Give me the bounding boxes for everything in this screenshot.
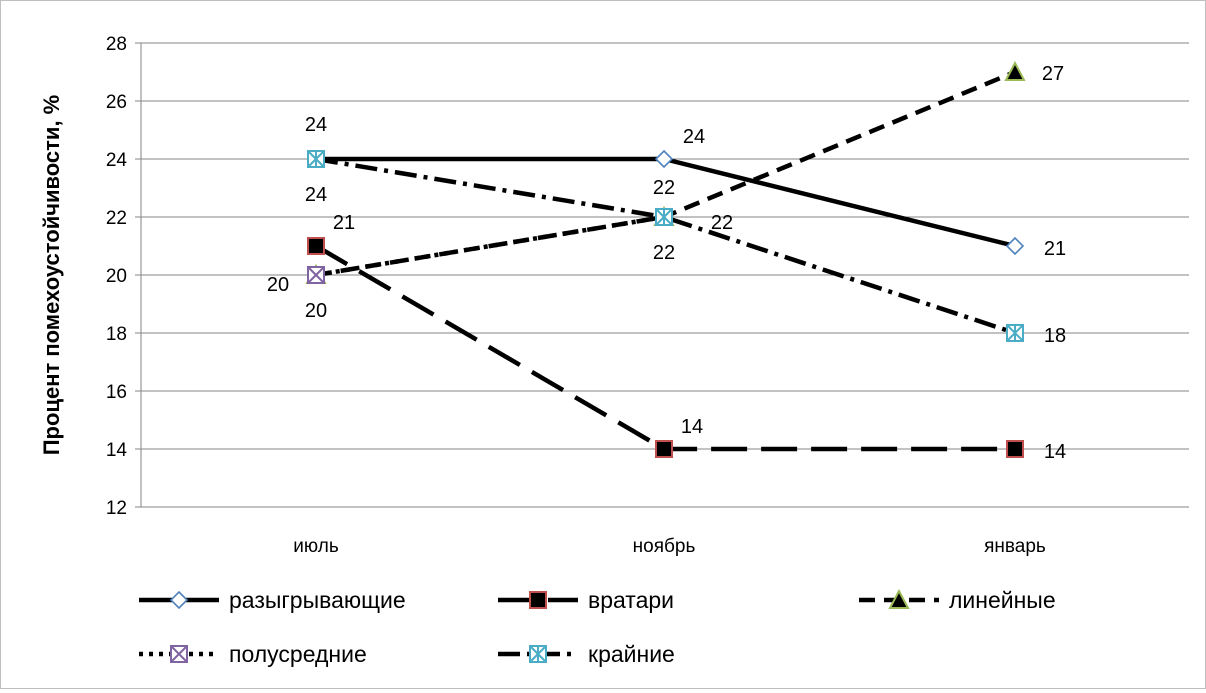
axes: 12 14 16 18 20 22 24 26 28 июль ноябрь январь <box>106 34 1046 557</box>
y-tick-label: 12 <box>106 498 127 519</box>
legend-label: полусредние <box>229 641 367 667</box>
series-markers <box>305 60 1026 458</box>
legend-item-линейные: линейные <box>859 587 1056 613</box>
data-label: 24 <box>305 184 327 206</box>
data-label: 14 <box>681 416 703 438</box>
data-point-линейные <box>1004 60 1026 81</box>
data-point-вратари <box>307 237 325 255</box>
series-line-разыгрывающие <box>316 156 1016 249</box>
legend-item-вратари: вратари <box>498 587 674 613</box>
legend: разыгрывающие вратари линейные полусредние к… <box>139 587 1056 667</box>
y-axis-title: Процент помехоустойчивости, % <box>39 95 64 456</box>
data-label: 22 <box>653 242 675 264</box>
y-tick-label: 28 <box>106 34 127 55</box>
y-tick-label: 16 <box>106 382 127 403</box>
legend-label: разыгрывающие <box>229 587 406 613</box>
data-label: 20 <box>267 274 289 296</box>
data-label: 24 <box>683 126 705 148</box>
legend-label: крайние <box>588 641 675 667</box>
legend-item-полусредние: полусредние <box>139 641 367 667</box>
data-label: 20 <box>305 300 327 322</box>
y-tick-label: 22 <box>106 208 127 229</box>
y-tick-label: 20 <box>106 266 127 287</box>
legend-marker <box>888 588 910 609</box>
gridlines <box>141 42 1189 508</box>
data-label: 27 <box>1042 63 1064 85</box>
y-tick-label: 18 <box>106 324 127 345</box>
data-point-разыгрывающие <box>1005 236 1025 256</box>
legend-marker <box>169 590 189 610</box>
data-point-крайние <box>655 208 673 226</box>
data-label: 22 <box>653 177 675 199</box>
x-tick-label: ноябрь <box>633 536 696 557</box>
x-tick-label: июль <box>293 536 339 557</box>
data-point-крайние <box>1006 324 1024 342</box>
data-point-вратари <box>655 440 673 458</box>
y-tick-label: 14 <box>106 440 128 461</box>
legend-marker <box>529 591 547 609</box>
data-point-крайние <box>307 150 325 168</box>
data-point-вратари <box>1006 440 1024 458</box>
legend-item-разыгрывающие: разыгрывающие <box>139 587 406 613</box>
data-label: 21 <box>1044 238 1066 260</box>
data-label: 18 <box>1044 325 1066 347</box>
data-label: 22 <box>711 212 733 234</box>
data-point-разыгрывающие <box>654 149 674 169</box>
legend-marker <box>170 645 188 663</box>
y-tick-label: 24 <box>106 150 128 171</box>
data-label: 14 <box>1044 441 1066 463</box>
legend-label: линейные <box>949 587 1056 613</box>
y-tick-label: 26 <box>106 92 127 113</box>
legend-label: вратари <box>588 587 674 613</box>
data-label: 21 <box>333 212 355 234</box>
data-point-полусредние <box>307 266 325 284</box>
series-line-вратари <box>314 244 1015 452</box>
data-labels: 24 21 21 14 14 20 22 27 20 22 24 22 18 24 <box>267 63 1066 463</box>
legend-marker <box>529 645 547 663</box>
x-tick-label: январь <box>984 536 1046 557</box>
data-label: 24 <box>305 114 327 136</box>
legend-item-крайние: крайние <box>498 641 675 667</box>
